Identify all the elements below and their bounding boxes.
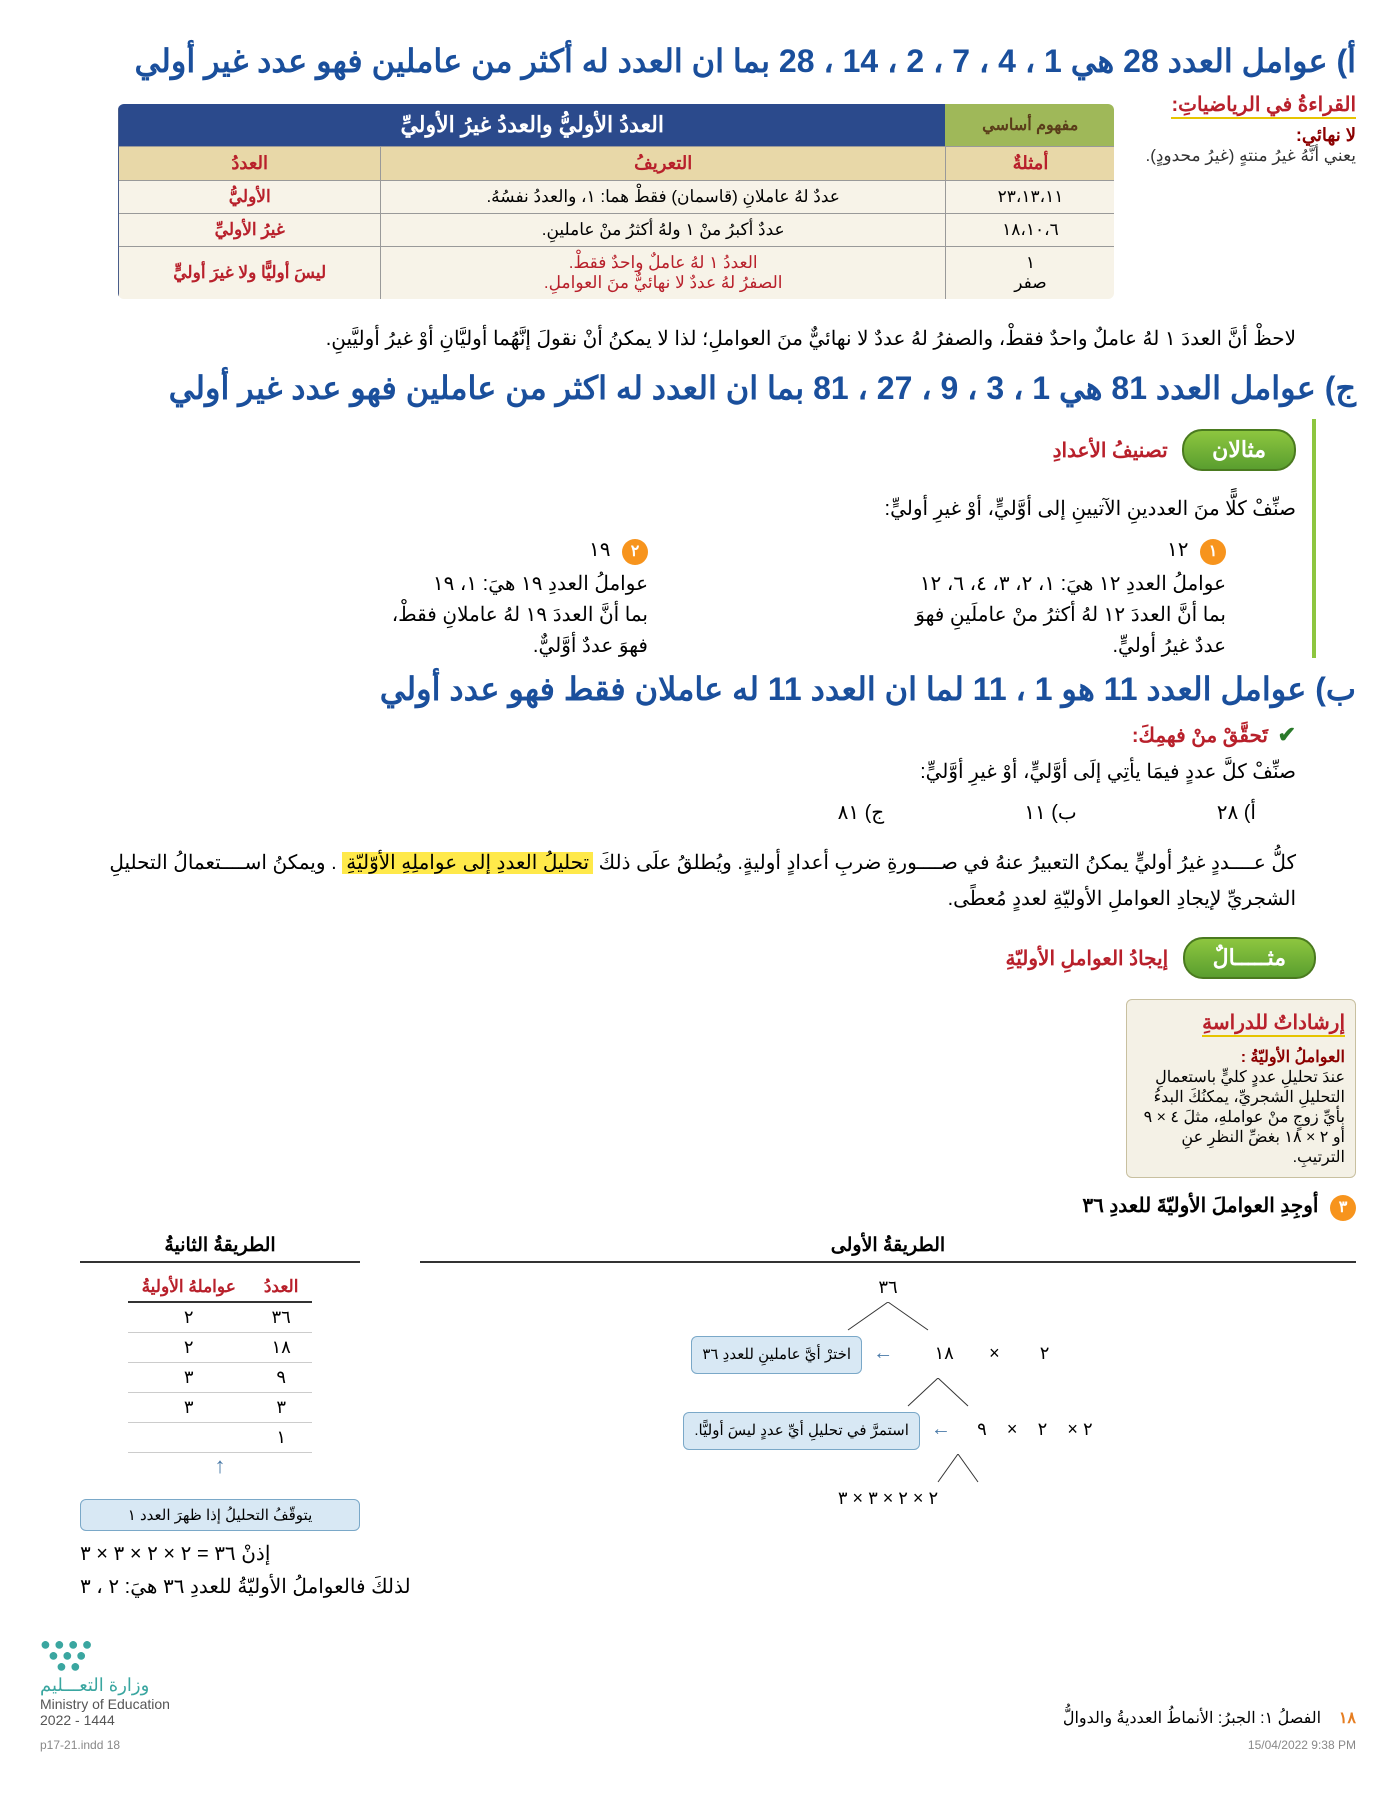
check-instr: صنِّفْ كلَّ عددٍ فيمَا يأتِي إلَى أوَّلي… — [80, 754, 1296, 790]
page-footer: ١٨ الفصلُ ١: الجبرُ: الأنماطُ العدديةُ و… — [40, 1639, 1356, 1728]
col-num: العددُ — [118, 147, 381, 181]
check-title: ✔ تَحقَّقْ منْ فهمِكَ: — [40, 722, 1296, 748]
ex1-sol1c: عددٌ غيرُ أوليٍّ. — [658, 633, 1236, 658]
answer-c: ج) عوامل العدد 81 هي 1 ، 3 ، 9 ، 27 ، 81… — [40, 369, 1356, 407]
stop-note: يتوقّفُ التحليلُ إذا ظهرَ العدد ١ — [80, 1499, 360, 1531]
example1-label: تصنيفُ الأعدادِ — [1053, 440, 1168, 462]
study-sub: العواملُ الأوليّةُ : — [1137, 1047, 1345, 1067]
print-bar: p17-21.indd 18 15/04/2022 9:38 PM — [40, 1738, 1356, 1752]
factor-tree: ٣٦ ٢ × ١٨ ← اخترْ أيَّ عاملينِ للعددِ ٣٦… — [420, 1273, 1356, 1513]
highlighted-term: تحليلُ العددِ إلى عواملِهِ الأوّليّةِ — [342, 852, 593, 874]
ex1-sol2b: بما أنَّ العددَ ١٩ لهُ عاملانِ فقطْ، — [80, 602, 658, 627]
mt-cell: ٢ — [128, 1302, 250, 1333]
concept-badge: مفهوم أساسي — [945, 103, 1116, 147]
ministry-block: ●●●● ●●● ●● وزارة التعـــليم Ministry of… — [40, 1639, 170, 1728]
reading-sub: لا نهائي: — [1136, 125, 1356, 146]
cell-ex: ٢٣،١٣،١١ — [945, 181, 1116, 214]
concept-title: العددُ الأوليُّ والعددُ غيرُ الأوليِّ — [118, 103, 945, 147]
result1: إذنْ ٣٦ = ٢ × ٢ × ٣ × ٣ — [40, 1541, 1356, 1566]
check-item: أ) ٢٨ — [1217, 800, 1256, 825]
reading-title: القراءةُ في الرياضياتِ: — [1171, 92, 1356, 119]
ex1-sol1b: بما أنَّ العددَ ١٢ لهُ أكثرُ منْ عاملَين… — [658, 602, 1236, 627]
mt-cell: ١٨ — [250, 1333, 313, 1363]
definition-para: كلُّ عــــددٍ غيرُ أوليٍّ يمكنُ التعبيرُ… — [80, 845, 1296, 917]
reading-text: يعني أنَّهُ غيرُ منتهٍ (غيرُ محدودٍ). — [1136, 146, 1356, 166]
cell-label: الأوليُّ — [118, 181, 381, 214]
page-number: ١٨ — [1339, 1710, 1356, 1727]
ex1-sol1a: عواملُ العددِ ١٢ هيَ: ١، ٢، ٣، ٤، ٦، ١٢ — [658, 571, 1236, 596]
study-text: عندَ تحليلِ عددٍ كليٍّ باستعمالِ التحليل… — [1137, 1067, 1345, 1167]
example1-instr: صنِّفْ كلًّا منَ العددينِ الآتيينِ إلى أ… — [80, 491, 1296, 527]
example2-bubble: مثـــــالٌ — [1183, 937, 1316, 979]
mt-cell: ٢ — [128, 1333, 250, 1363]
num-circle-1: ١ — [1200, 539, 1226, 565]
cell-def: عددٌ لهُ عاملانِ (قاسمان) فقطْ هما: ١، و… — [381, 181, 946, 214]
ex1-sol2a: عواملُ العددِ ١٩ هيَ: ١، ١٩ — [80, 571, 658, 596]
check-item: ب) ١١ — [1024, 800, 1077, 825]
check-icon: ✔ — [1278, 722, 1296, 747]
cell-label: غيرُ الأوليِّ — [118, 214, 381, 247]
ministry-year: 2022 - 1444 — [40, 1712, 170, 1728]
result2: لذلكَ فالعواملُ الأوليّةُ للعددِ ٣٦ هيَ:… — [40, 1574, 1356, 1599]
check-item: ج) ٨١ — [838, 800, 885, 825]
mt-cell — [128, 1423, 250, 1453]
mt-cell: ٣ — [128, 1363, 250, 1393]
method1-title: الطريقةُ الأولى — [420, 1234, 1356, 1263]
method2-table: العددُ عواملهُ الأوليةُ ٣٦٢ ١٨٢ ٩٣ ٣٣ ١ — [128, 1273, 313, 1453]
method2-title: الطريقةُ الثانيةُ — [80, 1234, 360, 1263]
ministry-ar: وزارة التعـــليم — [40, 1675, 170, 1696]
ministry-en: Ministry of Education — [40, 1696, 170, 1712]
example2-label: إيجادُ العواملِ الأوليّةِ — [1006, 948, 1169, 970]
note-text: لاحظْ أنَّ العددَ ١ لهُ عاملٌ واحدٌ فقطْ… — [80, 321, 1296, 357]
study-title: إرشاداتٌ للدراسةِ — [1202, 1010, 1345, 1037]
cell-ex: ١ صفر — [945, 247, 1116, 301]
method2-col: الطريقةُ الثانيةُ العددُ عواملهُ الأولية… — [80, 1234, 360, 1531]
ministry-logo-icon: ●●●● ●●● ●● — [40, 1639, 96, 1671]
method1-col: الطريقةُ الأولى ٣٦ ٢ × ١٨ ← اخترْ أيَّ ع… — [420, 1234, 1356, 1513]
arrow-icon: ← — [931, 1418, 951, 1440]
arrow-icon: ← — [873, 1342, 893, 1364]
hint2-box: استمرَّ في تحليلِ أيِّ عددٍ ليسَ أوليًّا… — [683, 1412, 919, 1450]
cell-def: عددٌ أكبرُ منْ ١ ولهُ أكثرُ منْ عاملينِ. — [381, 214, 946, 247]
para-t1: كلُّ عــــددٍ غيرُ أوليٍّ يمكنُ التعبيرُ… — [593, 852, 1296, 874]
mt-cell: ٣٦ — [250, 1302, 313, 1333]
cell-ex: ١٨،١٠،٦ — [945, 214, 1116, 247]
chapter-label: الفصلُ ١: الجبرُ: الأنماطُ العدديةُ والد… — [1063, 1710, 1321, 1727]
hint1-box: اخترْ أيَّ عاملينِ للعددِ ٣٦ — [691, 1336, 862, 1374]
mt-col1: العددُ — [250, 1273, 313, 1302]
answer-b: ب) عوامل العدد 11 هو 1 ، 11 لما ان العدد… — [40, 670, 1356, 708]
check-label: تَحقَّقْ منْ فهمِكَ: — [1132, 725, 1268, 747]
check-items: أ) ٢٨ ب) ١١ ج) ٨١ — [40, 800, 1256, 825]
mt-cell: ٣ — [128, 1393, 250, 1423]
cell-label: ليسَ أوليًّا ولا غيرَ أوليٍّ — [118, 247, 381, 301]
reading-sidebar: القراءةُ في الرياضياتِ: لا نهائي: يعني أ… — [1136, 92, 1356, 166]
methods-wrap: الطريقةُ الأولى ٣٦ ٢ × ١٨ ← اخترْ أيَّ ع… — [80, 1234, 1356, 1531]
print-right: 15/04/2022 9:38 PM — [1248, 1738, 1356, 1752]
print-left: p17-21.indd 18 — [40, 1738, 120, 1752]
study-tips-box: إرشاداتٌ للدراسةِ العواملُ الأوليّةُ : ع… — [1126, 999, 1356, 1178]
example2-instr: أوجِدِ العواملَ الأوليّةَ للعددِ ٣٦ — [1082, 1195, 1318, 1217]
concept-table: مفهوم أساسي العددُ الأوليُّ والعددُ غيرُ… — [116, 102, 1116, 301]
num-circle-3: ٣ — [1330, 1195, 1356, 1221]
num-circle-2: ٢ — [622, 539, 648, 565]
mt-col2: عواملهُ الأوليةُ — [128, 1273, 250, 1302]
mt-cell: ٩ — [250, 1363, 313, 1393]
answer-a: أ) عوامل العدد 28 هي 1 ، 4 ، 7 ، 2 ، 14 … — [40, 42, 1356, 80]
ex1-n1: ١٢ — [1167, 539, 1188, 561]
mt-cell: ٣ — [250, 1393, 313, 1423]
col-examples: أمثلةٌ — [945, 147, 1116, 181]
mt-cell: ١ — [250, 1423, 313, 1453]
example1-bubble: مثالان — [1182, 429, 1296, 471]
ex1-sol2c: فهوَ عددٌ أوَّليٌّ. — [80, 633, 658, 658]
ex1-n2: ١٩ — [589, 539, 610, 561]
col-def: التعريفُ — [381, 147, 946, 181]
cell-def: العددُ ١ لهُ عاملٌ واحدٌ فقطْ. الصفرُ له… — [381, 247, 946, 301]
